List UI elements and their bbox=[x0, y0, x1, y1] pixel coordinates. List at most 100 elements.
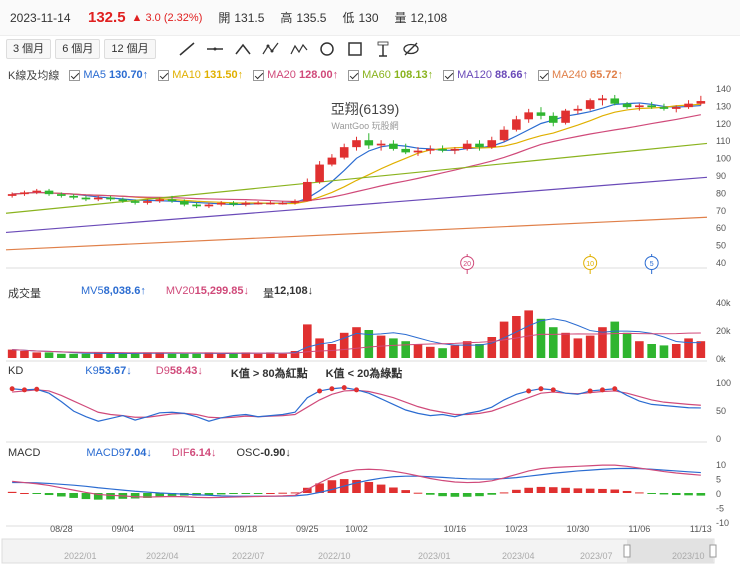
candle-body bbox=[303, 181, 312, 202]
volume-bar bbox=[229, 353, 238, 358]
x-axis: 08/28 09/04 09/11 09/18 09/25 10/02 10/16 10/23… bbox=[50, 524, 712, 534]
candle-body bbox=[487, 140, 497, 148]
timeline-label: 2022/07 bbox=[232, 551, 265, 561]
ma60-label: MA60 108.13↑ bbox=[362, 69, 434, 81]
hide-drawings-icon[interactable] bbox=[400, 39, 422, 59]
abc-wave-icon[interactable] bbox=[260, 39, 282, 59]
x-tick-label: 10/30 bbox=[567, 524, 590, 534]
volume-bar bbox=[450, 345, 460, 358]
ma5-line bbox=[12, 102, 701, 206]
macd9-value: 7.04↓ bbox=[124, 447, 152, 459]
x-tick-label: 09/04 bbox=[112, 524, 135, 534]
candle-body bbox=[143, 201, 152, 203]
macd-tick-label: -5 bbox=[716, 504, 724, 514]
text-tool-icon[interactable] bbox=[372, 39, 394, 59]
candle-body bbox=[253, 202, 263, 205]
osc-bar bbox=[499, 492, 509, 494]
ma20-checkbox[interactable] bbox=[253, 69, 265, 81]
volume-bar bbox=[143, 352, 152, 358]
ma240-checkbox[interactable] bbox=[538, 69, 550, 81]
kd-red-dot bbox=[526, 388, 532, 394]
osc-bar bbox=[327, 480, 337, 493]
osc-bar bbox=[622, 490, 632, 493]
candle-body bbox=[229, 202, 238, 205]
candle-body bbox=[44, 190, 54, 195]
angle-line-icon[interactable] bbox=[232, 39, 254, 59]
candle-body bbox=[536, 112, 546, 116]
marker-circle bbox=[460, 256, 475, 270]
volume-label: 量 bbox=[394, 11, 407, 25]
horizontal-line-icon[interactable] bbox=[204, 39, 226, 59]
volume-bar bbox=[647, 344, 656, 358]
osc-bar bbox=[352, 479, 361, 493]
d9-label: D9 bbox=[155, 365, 170, 377]
timeline-navigator[interactable]: 2022/01 2022/04 2022/07 2022/10 2023/01 2023/… bbox=[1, 538, 717, 564]
x-tick-label: 09/11 bbox=[173, 524, 195, 534]
candle-body bbox=[20, 192, 29, 195]
price-tick-label: 90 bbox=[716, 171, 726, 181]
osc-bar bbox=[487, 493, 497, 495]
candle-body bbox=[106, 197, 115, 200]
osc-bar bbox=[93, 493, 103, 500]
timeline-label: 2023/01 bbox=[418, 551, 451, 561]
price-tick-label: 80 bbox=[716, 188, 726, 198]
circle-tool-icon[interactable] bbox=[316, 39, 338, 59]
osc-bar bbox=[7, 491, 17, 493]
ma10-checkbox[interactable] bbox=[158, 69, 170, 81]
timeline-label: 2023/04 bbox=[502, 551, 535, 561]
rectangle-tool-icon[interactable] bbox=[344, 39, 366, 59]
x-tick-label: 11/06 bbox=[628, 524, 650, 534]
abcd-wave-icon[interactable] bbox=[288, 39, 310, 59]
chart-toolbar: 3 個月 6 個月 12 個月 bbox=[0, 36, 740, 62]
volume-bar bbox=[622, 332, 632, 358]
ma120-checkbox[interactable] bbox=[443, 69, 455, 81]
kd-red-dot bbox=[9, 386, 15, 392]
osc-bar bbox=[290, 492, 300, 494]
volume-bar bbox=[253, 353, 263, 358]
volume-bar bbox=[610, 321, 620, 358]
x-tick-label: 08/28 bbox=[50, 524, 73, 534]
price-change: ▲ 3.0 (2.32%) bbox=[131, 11, 203, 24]
osc-bar bbox=[671, 493, 681, 496]
ma60-checkbox[interactable] bbox=[348, 69, 360, 81]
candle-body bbox=[278, 202, 288, 205]
mv20-label: MV20 bbox=[165, 285, 195, 297]
volume-bar bbox=[44, 352, 54, 358]
osc-bar bbox=[192, 493, 201, 496]
macd-tick-label: -10 bbox=[716, 518, 729, 528]
volume-bar bbox=[364, 330, 374, 358]
period-6m-button[interactable]: 6 個月 bbox=[55, 39, 101, 59]
osc-bar bbox=[216, 493, 226, 495]
osc-bar bbox=[684, 493, 693, 496]
trend-line-icon[interactable] bbox=[176, 39, 198, 59]
price-tick-label: 70 bbox=[716, 206, 726, 216]
osc-bar bbox=[659, 493, 669, 495]
x-tick-label: 10/02 bbox=[345, 524, 368, 534]
ma5-label: MA5 130.70↑ bbox=[83, 69, 149, 81]
osc-bar bbox=[585, 488, 595, 493]
candle-body bbox=[389, 143, 398, 149]
volume-bar bbox=[81, 353, 91, 358]
k9-line bbox=[12, 386, 701, 422]
volume-bar bbox=[376, 335, 386, 358]
volume-bar bbox=[659, 345, 669, 358]
ma10-label: MA10 131.50↑ bbox=[172, 69, 244, 81]
volume-bar bbox=[524, 310, 533, 358]
osc-bar bbox=[69, 493, 78, 498]
period-12m-button[interactable]: 12 個月 bbox=[104, 39, 156, 59]
candle-body bbox=[241, 202, 251, 205]
osc-bar bbox=[635, 492, 644, 494]
period-3m-button[interactable]: 3 個月 bbox=[6, 39, 52, 59]
ma5-checkbox[interactable] bbox=[69, 69, 81, 81]
candle-body bbox=[598, 98, 607, 101]
timeline-label: 2022/04 bbox=[146, 551, 179, 561]
watermark-sub: WantGoo 玩股網 bbox=[331, 120, 398, 131]
osc-value: -0.90↓ bbox=[260, 447, 291, 459]
osc-bar bbox=[573, 488, 583, 493]
kd-red-dot bbox=[317, 388, 323, 394]
volume-panel: 40k 20k 0k bbox=[6, 298, 731, 364]
osc-bar bbox=[315, 483, 324, 493]
osc-bar bbox=[303, 487, 312, 493]
candle-body bbox=[450, 148, 460, 151]
candle-body bbox=[167, 199, 177, 202]
